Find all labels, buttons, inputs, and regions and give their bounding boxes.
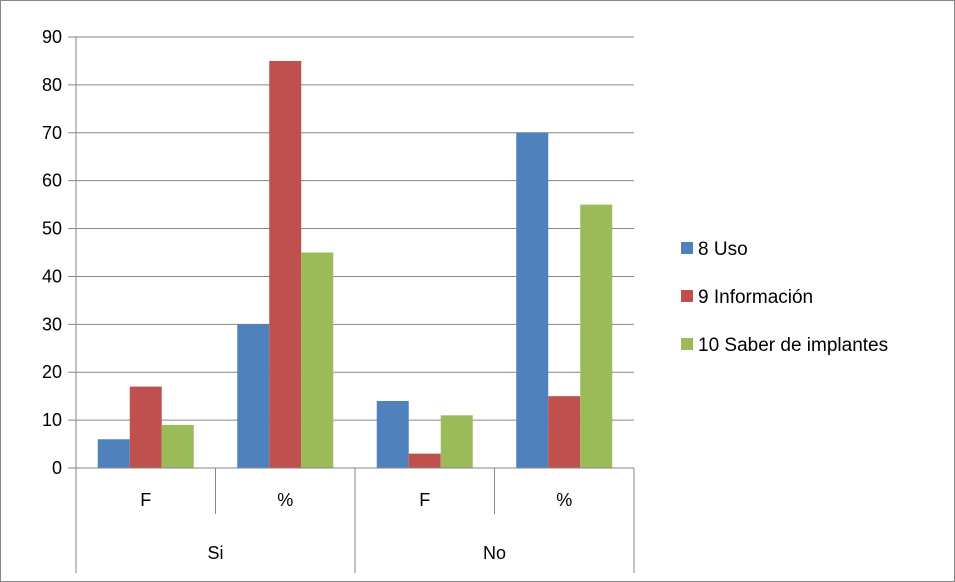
x-tick-label: F	[419, 490, 430, 510]
bars	[97, 60, 613, 468]
legend-swatch	[681, 290, 693, 302]
x-tick-label: F	[140, 490, 151, 510]
y-tick-label: 50	[42, 219, 62, 239]
legend-label: 8 Uso	[698, 239, 748, 260]
x-tick-label: %	[277, 490, 293, 510]
legend-label: 10 Saber de implantes	[698, 335, 888, 356]
bar-10-saber-de-implantes-0	[161, 424, 194, 468]
legend: 8 Uso 9 Información 10 Saber de implantes	[681, 239, 888, 356]
bar-10-saber-de-implantes-1	[301, 252, 334, 468]
bar-9-informaci-n-3	[548, 396, 581, 468]
bar-9-informaci-n-1	[269, 60, 302, 468]
y-tick-label: 90	[42, 27, 62, 47]
bar-8-uso-3	[516, 132, 549, 468]
bar-8-uso-1	[237, 324, 270, 468]
y-tick-label: 0	[52, 458, 62, 478]
bar-8-uso-2	[376, 400, 409, 468]
y-tick-label: 20	[42, 362, 62, 382]
y-tick-label: 30	[42, 314, 62, 334]
bar-10-saber-de-implantes-3	[580, 204, 613, 468]
x-group-label: No	[483, 543, 506, 563]
legend-swatch	[681, 338, 693, 350]
y-tick-label: 80	[42, 75, 62, 95]
y-tick-label: 40	[42, 266, 62, 286]
legend-swatch	[681, 242, 693, 254]
x-group-label: Si	[207, 543, 223, 563]
x-tick-label: %	[556, 490, 572, 510]
bar-9-informaci-n-0	[129, 386, 162, 468]
y-tick-label: 10	[42, 410, 62, 430]
bar-10-saber-de-implantes-2	[440, 415, 473, 468]
y-tick-label: 70	[42, 123, 62, 143]
axes: 0 10 20 30 40 50 60 70 80 90 F% F % Si No	[42, 27, 635, 573]
bar-9-informaci-n-2	[408, 453, 441, 468]
y-tick-label: 60	[42, 171, 62, 191]
bar-8-uso-0	[97, 439, 130, 468]
gridlines	[76, 36, 634, 421]
legend-label: 9 Información	[698, 287, 813, 308]
